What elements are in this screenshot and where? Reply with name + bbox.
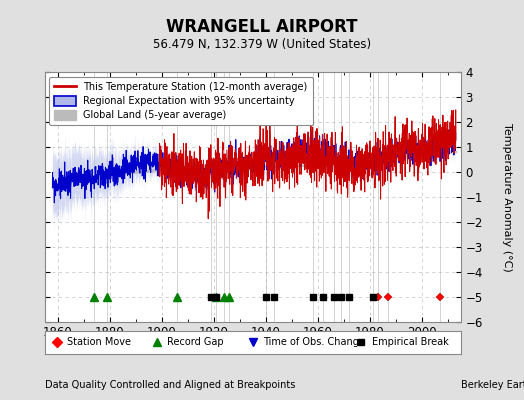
Text: Station Move: Station Move [68, 338, 132, 347]
Text: Data Quality Controlled and Aligned at Breakpoints: Data Quality Controlled and Aligned at B… [45, 380, 295, 390]
Text: 56.479 N, 132.379 W (United States): 56.479 N, 132.379 W (United States) [153, 38, 371, 51]
Text: Empirical Break: Empirical Break [372, 338, 449, 347]
Text: Berkeley Earth: Berkeley Earth [461, 380, 524, 390]
Text: Record Gap: Record Gap [168, 338, 224, 347]
Legend: This Temperature Station (12-month average), Regional Expectation with 95% uncer: This Temperature Station (12-month avera… [49, 77, 312, 125]
Text: WRANGELL AIRPORT: WRANGELL AIRPORT [166, 18, 358, 36]
Text: Time of Obs. Change: Time of Obs. Change [263, 338, 365, 347]
Y-axis label: Temperature Anomaly (°C): Temperature Anomaly (°C) [502, 123, 512, 271]
